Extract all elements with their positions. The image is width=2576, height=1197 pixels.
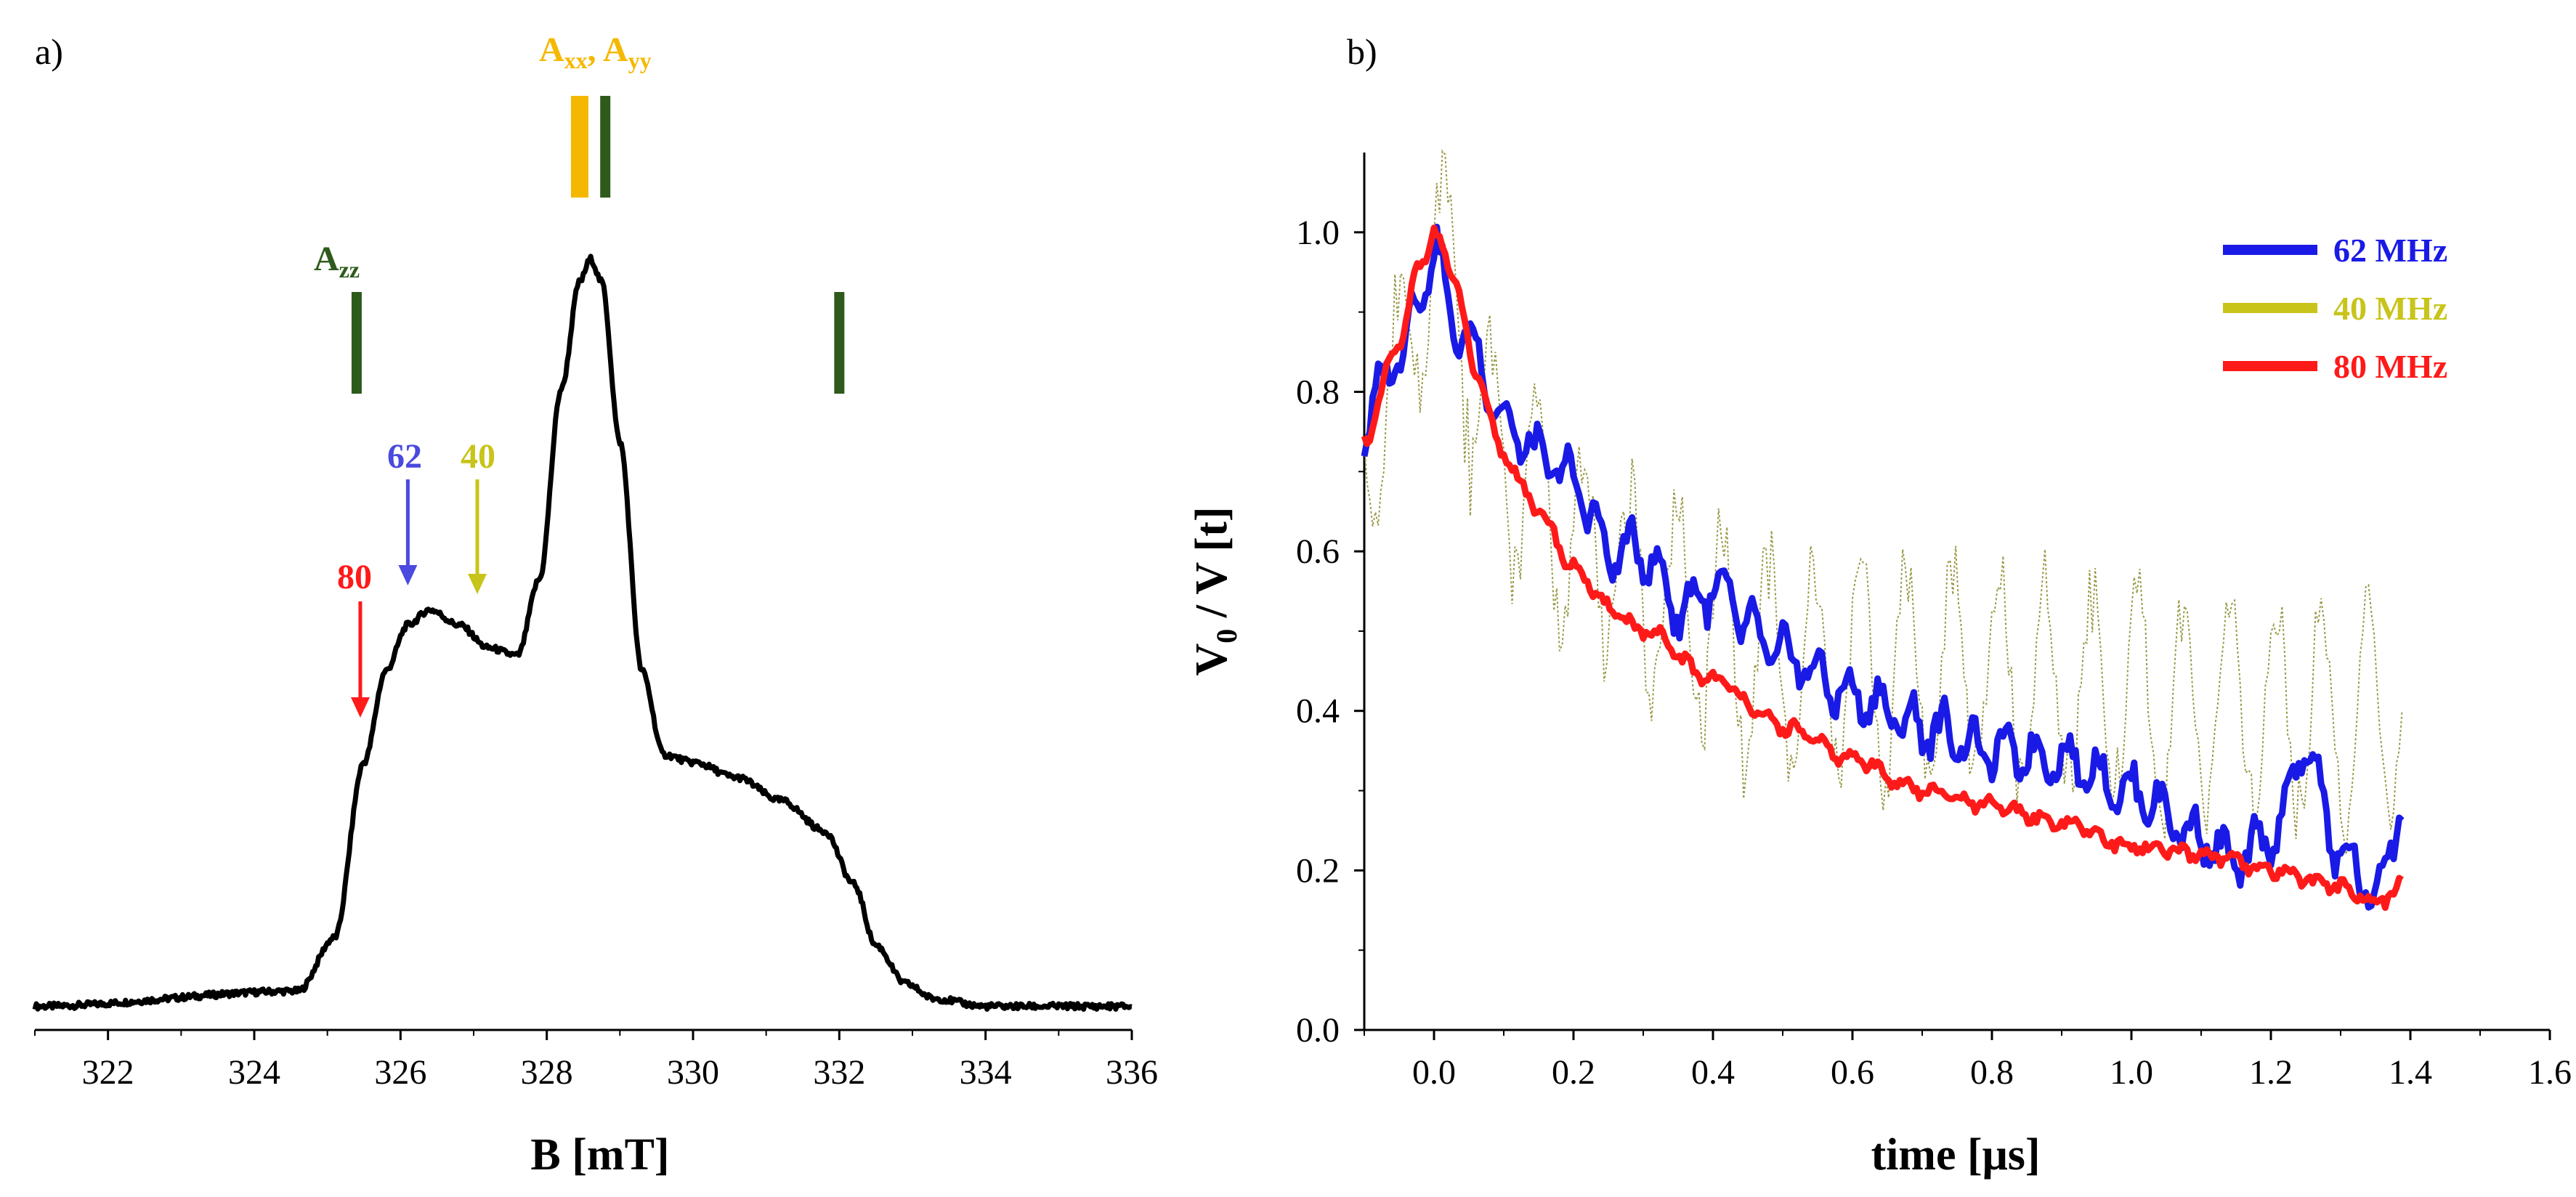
panel-b-x-tick-label: 1.2 <box>2249 1053 2293 1092</box>
panel-b-x-tick-label: 1.0 <box>2110 1053 2153 1092</box>
panel-b-y-tick-label: 0.4 <box>1296 692 1340 731</box>
panel-a-x-tick-label: 326 <box>374 1053 426 1092</box>
panel-a-x-tick-label: 330 <box>667 1053 719 1092</box>
panel-b-y-tick-label: 0.2 <box>1296 851 1340 890</box>
panel-b-x-tick-label: 0.4 <box>1691 1053 1735 1092</box>
panel-a-x-title: B [mT] <box>530 1130 669 1180</box>
panel-b-x-tick-label: 0.6 <box>1831 1053 1874 1092</box>
axx-marker <box>570 96 588 198</box>
arrow-40-head <box>468 574 487 594</box>
panel-b-x-tick-label: 0.0 <box>1412 1053 1456 1092</box>
legend-40-label: 40 MHz <box>2333 290 2447 327</box>
panel-b-x-tick-label: 1.6 <box>2528 1053 2572 1092</box>
azz-marker <box>351 292 362 394</box>
panel-a-x-tick-label: 332 <box>813 1053 865 1092</box>
panel-b-chart: 0.0 0.2 0.4 0.6 0.8 1.0 1.2 1.4 1.6 0.0 0.2 0.4 0.6 0… <box>1296 149 2572 1092</box>
panel-a-x-tick-label: 336 <box>1106 1053 1158 1092</box>
legend-80-label: 80 MHz <box>2333 348 2447 385</box>
axx-ayy-label: Axx, Ayy <box>539 31 652 73</box>
panel-a-label: a) <box>35 31 63 72</box>
panel-b-y-tick-label: 0.6 <box>1296 532 1340 571</box>
panel-b-x-tick-label: 0.2 <box>1552 1053 1595 1092</box>
panel-b-x-tick-label: 0.8 <box>1970 1053 2014 1092</box>
legend-62-label: 62 MHz <box>2333 232 2447 269</box>
panel-b-y-tick-label: 0.8 <box>1296 373 1340 411</box>
series-40mhz-line <box>1364 149 2403 855</box>
panel-a-markers <box>350 96 845 718</box>
panel-b-y-title: V0 / V [t] <box>1187 507 1243 676</box>
panel-a-chart: 322 324 326 328 330 332 334 336 <box>32 96 1158 1092</box>
arrow-62-head <box>398 565 418 585</box>
ayy-marker <box>600 96 611 198</box>
arrow-40-label: 40 <box>461 437 495 476</box>
panel-a-x-tick-label: 334 <box>960 1053 1012 1092</box>
panel-b-y-tick-label: 1.0 <box>1296 214 1340 252</box>
panel-b-label: b) <box>1347 31 1377 72</box>
panel-a-x-tick-label: 328 <box>521 1053 573 1092</box>
panel-b-x-tick-label: 1.4 <box>2389 1053 2432 1092</box>
panel-b-x-title: time [μs] <box>1871 1130 2040 1180</box>
legend: 62 MHz 40 MHz 80 MHz <box>2223 232 2447 385</box>
panel-b-y-tick-label: 0.0 <box>1296 1011 1340 1050</box>
azz-marker <box>834 292 845 394</box>
panel-a-x-tick-label: 322 <box>82 1053 134 1092</box>
arrow-80-head <box>350 697 370 718</box>
azz-label: Azz <box>314 240 360 283</box>
panel-b-ticks: 0.0 0.2 0.4 0.6 0.8 1.0 1.2 1.4 1.6 0.0 0.2 0.4 0.6 0… <box>1296 214 2572 1092</box>
panel-a-x-tick-label: 324 <box>228 1053 280 1092</box>
panel-a-x-ticks: 322 324 326 328 330 332 334 336 <box>34 1030 1158 1092</box>
arrow-80-label: 80 <box>337 558 372 596</box>
arrow-62-label: 62 <box>387 437 422 476</box>
spectrum-line <box>32 253 1133 1012</box>
series-80mhz-line <box>1361 224 2404 912</box>
